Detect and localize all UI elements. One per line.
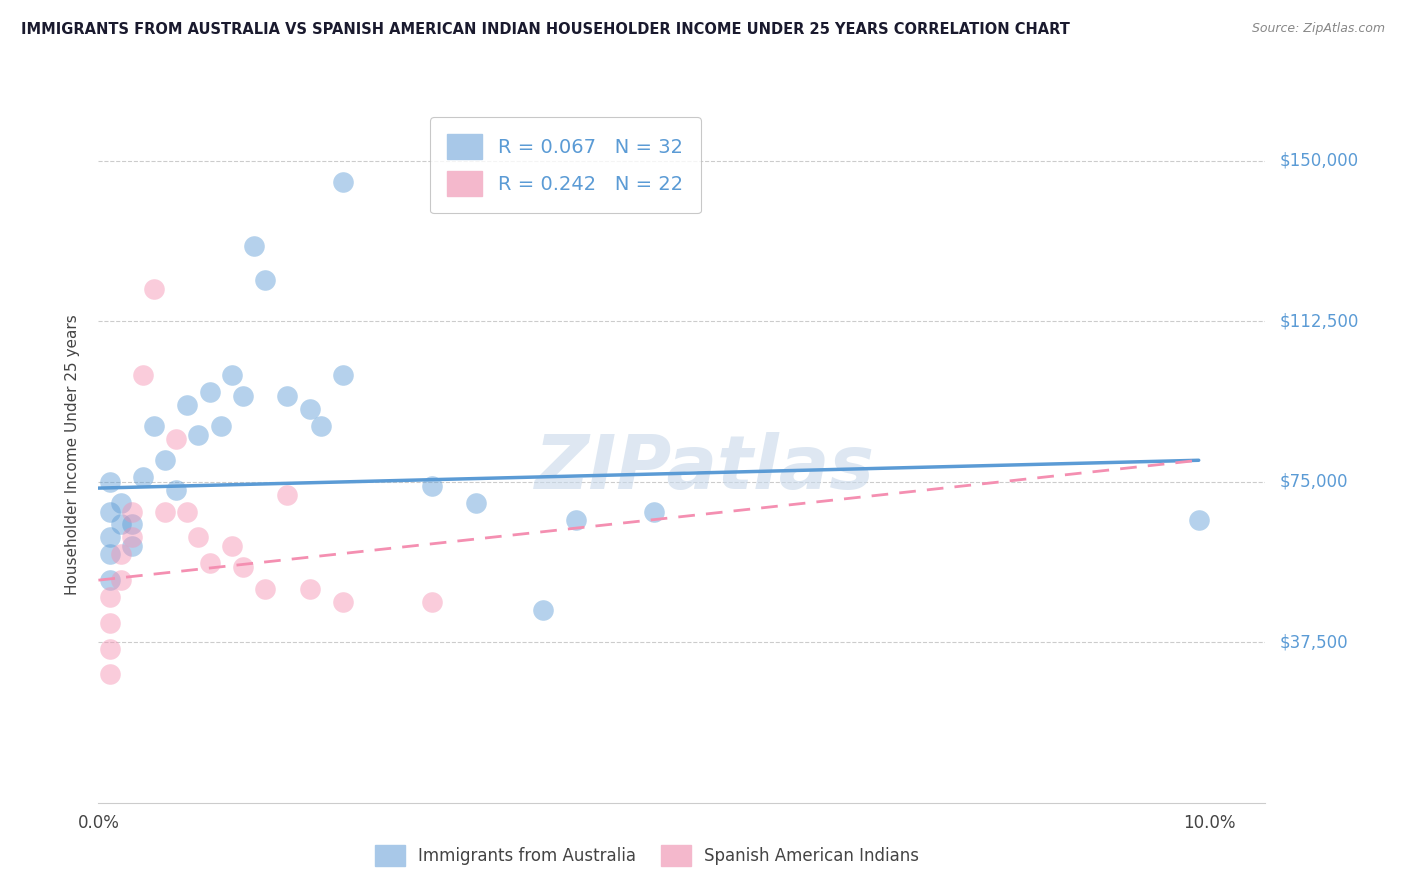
- Text: IMMIGRANTS FROM AUSTRALIA VS SPANISH AMERICAN INDIAN HOUSEHOLDER INCOME UNDER 25: IMMIGRANTS FROM AUSTRALIA VS SPANISH AME…: [21, 22, 1070, 37]
- Point: [209, 419, 232, 434]
- Text: $112,500: $112,500: [1279, 312, 1358, 330]
- Point: [332, 594, 354, 608]
- Point: [121, 539, 143, 553]
- Point: [121, 517, 143, 532]
- Point: [143, 419, 166, 434]
- Point: [165, 432, 187, 446]
- Legend: Immigrants from Australia, Spanish American Indians: Immigrants from Australia, Spanish Ameri…: [366, 837, 928, 874]
- Point: [643, 505, 665, 519]
- Point: [110, 496, 132, 510]
- Point: [98, 641, 121, 656]
- Point: [98, 530, 121, 544]
- Point: [187, 530, 209, 544]
- Point: [132, 368, 155, 382]
- Point: [1188, 513, 1211, 527]
- Point: [153, 453, 176, 467]
- Point: [332, 175, 354, 189]
- Point: [176, 398, 198, 412]
- Point: [198, 556, 221, 570]
- Point: [309, 419, 332, 434]
- Point: [153, 505, 176, 519]
- Point: [243, 239, 266, 253]
- Text: Source: ZipAtlas.com: Source: ZipAtlas.com: [1251, 22, 1385, 36]
- Point: [143, 282, 166, 296]
- Point: [98, 667, 121, 681]
- Text: $150,000: $150,000: [1279, 152, 1358, 169]
- Point: [176, 505, 198, 519]
- Point: [276, 487, 298, 501]
- Point: [232, 389, 254, 403]
- Point: [110, 517, 132, 532]
- Point: [221, 368, 243, 382]
- Point: [531, 603, 554, 617]
- Y-axis label: Householder Income Under 25 years: Householder Income Under 25 years: [65, 315, 80, 595]
- Point: [420, 479, 443, 493]
- Point: [110, 573, 132, 587]
- Text: $75,000: $75,000: [1279, 473, 1348, 491]
- Point: [465, 496, 488, 510]
- Point: [221, 539, 243, 553]
- Point: [276, 389, 298, 403]
- Point: [298, 582, 321, 596]
- Point: [332, 368, 354, 382]
- Point: [420, 594, 443, 608]
- Text: $37,500: $37,500: [1279, 633, 1348, 651]
- Point: [121, 505, 143, 519]
- Point: [98, 548, 121, 562]
- Point: [110, 548, 132, 562]
- Point: [565, 513, 588, 527]
- Point: [187, 427, 209, 442]
- Point: [121, 530, 143, 544]
- Point: [98, 591, 121, 605]
- Point: [254, 273, 277, 287]
- Text: ZIPatlas: ZIPatlas: [536, 433, 876, 506]
- Point: [132, 470, 155, 484]
- Point: [198, 384, 221, 399]
- Point: [165, 483, 187, 498]
- Point: [254, 582, 277, 596]
- Point: [232, 560, 254, 574]
- Point: [98, 615, 121, 630]
- Point: [98, 475, 121, 489]
- Point: [98, 505, 121, 519]
- Point: [98, 573, 121, 587]
- Point: [298, 401, 321, 416]
